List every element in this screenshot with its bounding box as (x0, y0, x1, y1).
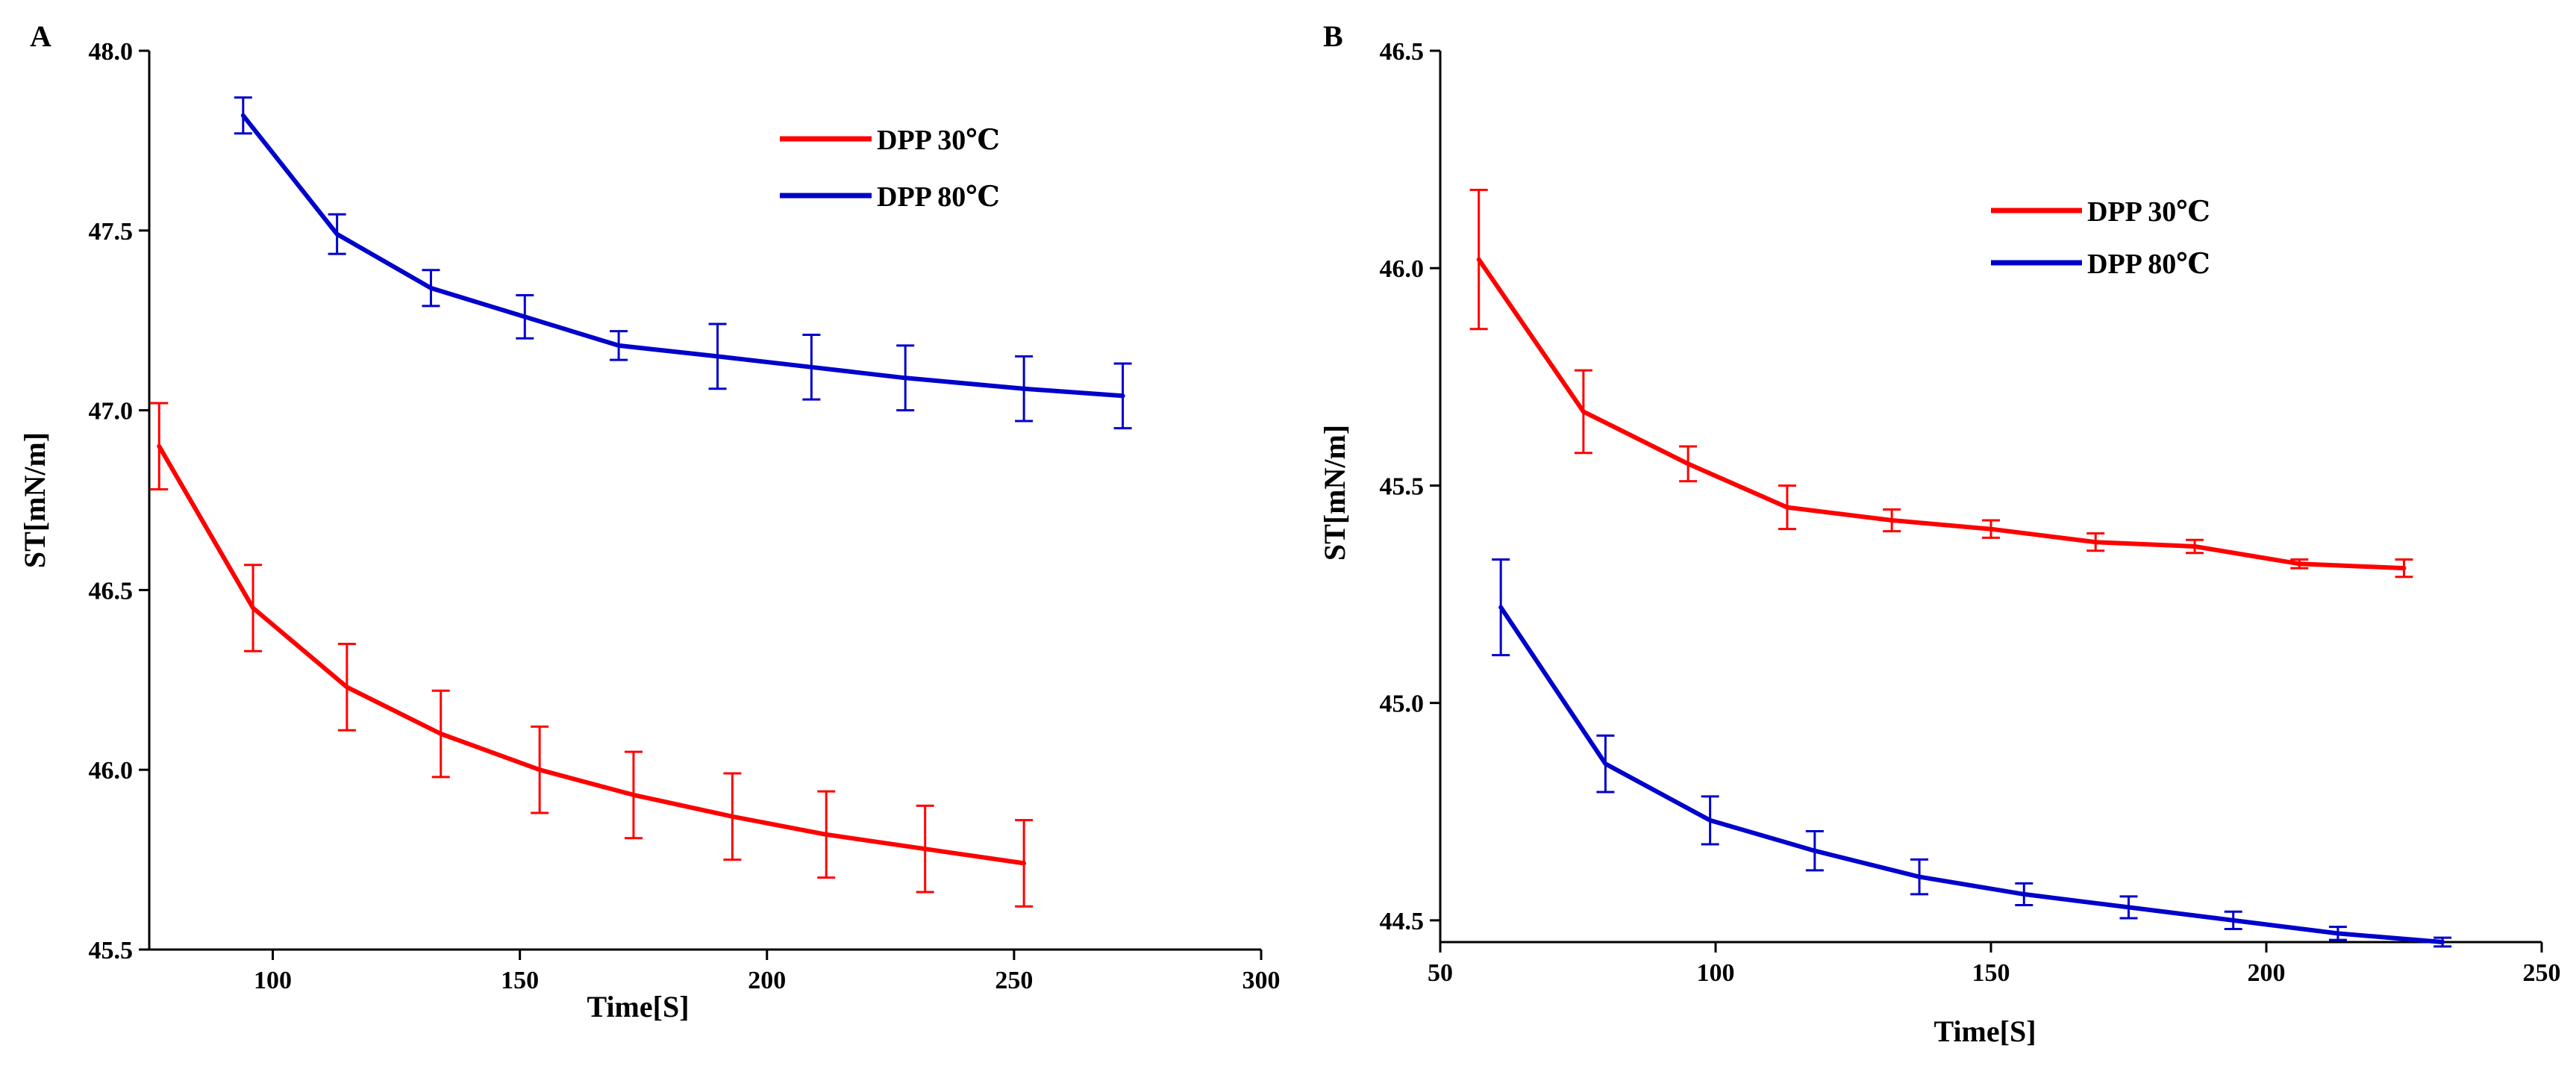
panel-b-y-tick-label: 45.0 (1380, 691, 1425, 718)
panel-b-legend: DPP 30℃ DPP 80℃ (1991, 196, 2210, 280)
legend-b-label-80: DPP 80℃ (2087, 249, 2210, 280)
panel-a-error-bar-80 (708, 322, 727, 390)
panel-a-error-bar-30 (1015, 819, 1034, 908)
panel-a-series-line-30 (157, 443, 1027, 866)
panel-b-x-tick-label: 50 (1428, 959, 1453, 987)
panel-b-error-bar-30 (1469, 188, 1488, 331)
panel-a-letter: A (30, 19, 51, 53)
legend-b-label-30: DPP 30℃ (2087, 196, 2210, 228)
legend-a-label-80: DPP 80℃ (877, 181, 1000, 213)
panel-a-error-bar-80 (422, 269, 440, 308)
panel-a-y-tick-label: 45.5 (89, 937, 134, 964)
panel-b-series-line-80 (1498, 605, 2445, 944)
panel-a-error-bar-80 (516, 293, 534, 340)
panel-a-x-tick-label: 200 (748, 967, 786, 994)
panel-a-legend: DPP 30℃ DPP 80℃ (780, 125, 1000, 213)
panel-a-y-tick-label: 46.0 (89, 757, 134, 785)
panel-a-series-line-80 (240, 113, 1125, 399)
panel-b-error-bar-80 (1596, 734, 1615, 794)
panel-a-error-bar-30 (916, 804, 934, 894)
panel-b-error-bar-30 (2290, 558, 2309, 570)
panel-b-error-bar-80 (2119, 895, 2138, 920)
panel-b-error-bar-80 (2328, 926, 2347, 941)
panel-b-error-bar-30 (2086, 532, 2105, 552)
panel-a-error-bar-80 (896, 344, 915, 412)
panel-a-error-bar-80 (328, 213, 346, 255)
panel-a-error-bar-30 (531, 725, 549, 814)
panel-a-x-tick-label: 300 (1242, 967, 1281, 994)
panel-b-error-bar-30 (1982, 519, 2000, 539)
panel-a-y-tick-label: 47.5 (89, 218, 134, 246)
panel-b-y-title: ST[mN/m] (1318, 425, 1351, 561)
panel-a-x-tick-label: 150 (501, 967, 539, 994)
panel-a-error-bar-30 (337, 643, 356, 732)
panel-b-x-tick-label: 100 (1697, 959, 1735, 987)
panel-a-error-bar-80 (610, 330, 628, 361)
panel-b-x-tick-label: 200 (2248, 959, 2286, 987)
panel-a-error-bar-30 (624, 750, 643, 840)
panel-b-error-bar-80 (1910, 858, 1929, 896)
panel-b-error-bar-30 (2186, 538, 2204, 555)
panel-a-error-bar-30 (431, 689, 450, 779)
panel-a-x-title: Time[S] (587, 990, 689, 1023)
panel-a-error-bar-80 (234, 96, 252, 135)
panel-b-error-bar-80 (2015, 882, 2033, 906)
panel-b-y-tick-label: 46.0 (1380, 255, 1425, 283)
panel-a-error-bar-80 (1015, 355, 1034, 423)
panel-b-error-bar-80 (2224, 910, 2242, 931)
panel-a-y-tick-label: 46.5 (89, 577, 134, 605)
legend-a-label-30: DPP 30℃ (877, 125, 1000, 156)
panel-b-series-line-30 (1476, 257, 2407, 571)
panel-b-x-tick-label: 250 (2523, 959, 2561, 987)
panel-a-error-bar-30 (817, 790, 836, 879)
panel-b-error-bar-30 (1679, 445, 1698, 483)
panel-a: A Time[S] ST[mN/m] DPP 30℃ DPP 80℃ 100 15… (18, 19, 1281, 1023)
panel-b-x-title: Time[S] (1933, 1014, 2036, 1048)
panel-a-error-bar-30 (723, 772, 742, 861)
panel-a-y-title: ST[mN/m] (18, 432, 51, 568)
panel-b-y-tick-label: 45.5 (1380, 473, 1425, 500)
panel-a-x-tick-label: 250 (995, 967, 1033, 994)
panel-a-error-bar-80 (1113, 362, 1132, 430)
panel-b-error-bar-30 (1574, 369, 1592, 455)
panel-b-error-bar-80 (1805, 829, 1824, 872)
panel-b-error-bar-30 (1883, 508, 1901, 533)
panel-a-error-bar-80 (802, 333, 821, 401)
panel-b-error-bar-30 (2395, 558, 2413, 579)
panel-b-y-tick-label: 46.5 (1380, 38, 1425, 66)
panel-b-error-bar-30 (1778, 484, 1796, 531)
panel-b-error-bar-80 (1701, 795, 1719, 846)
panel-b-letter: B (1323, 19, 1343, 53)
panel-a-y-tick-label: 48.0 (89, 38, 134, 66)
panel-b: B Time[S] ST[mN/m] DPP 30℃ DPP 80℃ 50 100… (1318, 19, 2561, 1048)
panel-b-error-bar-80 (2433, 936, 2452, 948)
panel-a-error-bar-30 (244, 564, 263, 652)
panel-a-x-tick-label: 100 (254, 967, 292, 994)
panel-b-y-tick-label: 44.5 (1380, 908, 1425, 935)
panel-a-y-tick-label: 47.0 (89, 398, 134, 426)
panel-a-error-bar-30 (150, 402, 169, 491)
panel-b-x-tick-label: 150 (1972, 959, 2010, 987)
panel-b-error-bar-80 (1492, 558, 1510, 657)
